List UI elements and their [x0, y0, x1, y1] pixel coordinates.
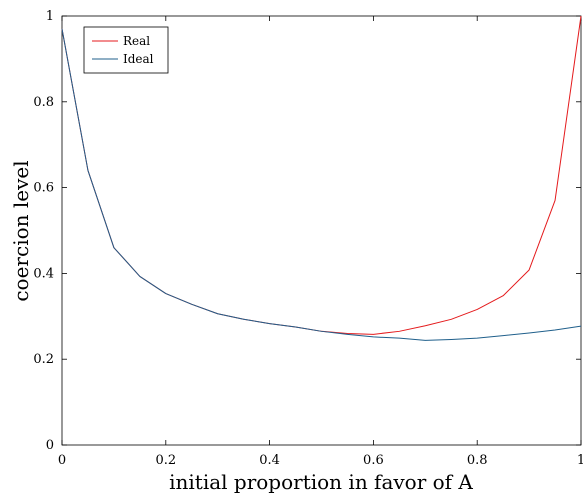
y-axis-label: coercion level [9, 160, 33, 301]
x-axis-label: initial proportion in favor of A [169, 470, 473, 494]
x-tick-label: 0.6 [363, 453, 384, 468]
y-tick-label: 0 [46, 438, 54, 453]
y-tick-label: 1 [46, 9, 54, 24]
y-tick-label: 0.2 [33, 352, 54, 367]
x-tick-label: 0 [58, 453, 66, 468]
y-tick-label: 0.6 [33, 181, 54, 196]
legend-box [83, 26, 169, 74]
legend-label: Ideal [123, 52, 154, 66]
x-tick-label: 0.2 [155, 453, 176, 468]
legend-label: Real [123, 34, 150, 48]
series-layer [61, 15, 582, 341]
x-tick-label: 1 [577, 453, 583, 468]
axes: 0 0.2 0.4 0.6 0.8 1 0 0.2 0.4 0.6 0.8 1 [33, 9, 583, 468]
plot-frame [61, 15, 582, 446]
y-tick-label: 0.4 [33, 266, 54, 281]
x-tick-label: 0.4 [259, 453, 280, 468]
x-tick-label: 0.8 [467, 453, 488, 468]
legend: Real Ideal [83, 26, 169, 74]
y-tick-label: 0.8 [33, 95, 54, 110]
series-line-ideal [61, 28, 582, 341]
